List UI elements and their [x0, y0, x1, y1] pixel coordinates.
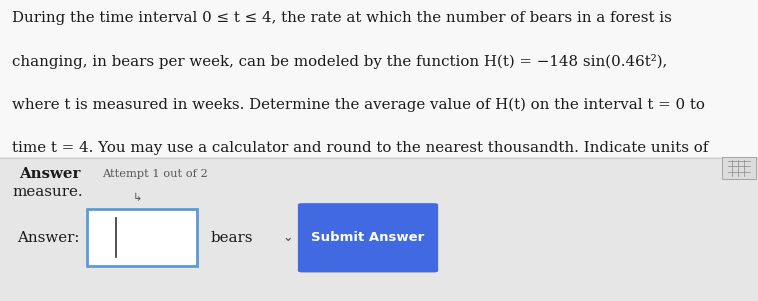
Bar — [0, 0, 758, 157]
FancyBboxPatch shape — [722, 157, 756, 179]
Text: time t = 4. You may use a calculator and round to the nearest thousandth. Indica: time t = 4. You may use a calculator and… — [12, 141, 709, 156]
Text: Submit Answer: Submit Answer — [312, 231, 424, 244]
Text: ⌄: ⌄ — [283, 231, 293, 244]
Text: where t is measured in weeks. Determine the average value of H(t) on the interva: where t is measured in weeks. Determine … — [12, 98, 705, 112]
Text: Attempt 1 out of 2: Attempt 1 out of 2 — [102, 169, 208, 178]
Text: bears: bears — [211, 231, 253, 245]
Bar — [0, 157, 758, 301]
Text: Answer: Answer — [19, 167, 80, 181]
Text: measure.: measure. — [12, 185, 83, 199]
FancyBboxPatch shape — [87, 209, 197, 266]
FancyBboxPatch shape — [298, 203, 438, 272]
Text: changing, in bears per week, can be modeled by the function H(t) = −148 sin(0.46: changing, in bears per week, can be mode… — [12, 54, 667, 69]
Text: Answer:: Answer: — [17, 231, 79, 245]
Text: ↳: ↳ — [133, 193, 142, 203]
Text: During the time interval 0 ≤ t ≤ 4, the rate at which the number of bears in a f: During the time interval 0 ≤ t ≤ 4, the … — [12, 11, 672, 25]
